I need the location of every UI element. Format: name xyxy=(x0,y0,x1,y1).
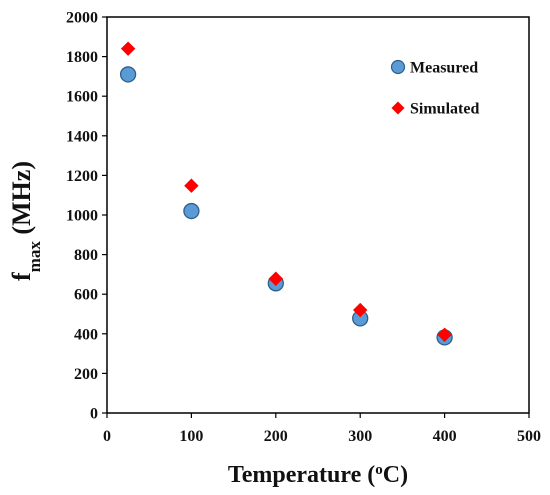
x-tick-label: 500 xyxy=(517,428,541,445)
x-axis-title: Temperature (oC) xyxy=(228,462,408,488)
y-tick-label: 1800 xyxy=(66,49,98,66)
series-group xyxy=(119,41,453,346)
y-tick-label: 1000 xyxy=(66,208,98,225)
simulated-point xyxy=(268,271,284,286)
legend-label-measured: Measured xyxy=(410,60,478,77)
simulated-point xyxy=(437,327,452,342)
x-axis-title-tail: C) xyxy=(383,462,408,488)
x-tick-label: 200 xyxy=(264,428,288,445)
y-tick-label: 1200 xyxy=(66,168,98,185)
y-tick-label: 1400 xyxy=(66,128,98,145)
y-tick-label: 200 xyxy=(74,366,98,383)
legend-label-simulated: Simulated xyxy=(410,101,479,118)
x-tick-label: 400 xyxy=(433,428,457,445)
legend: Measured Simulated xyxy=(390,59,479,118)
y-axis-title-tail: (MHz) xyxy=(7,161,36,241)
y-axis: 0 200 400 600 800 1000 1200 1400 1600 1800 2000 xyxy=(66,10,107,423)
y-axis-title: fmax (MHz) xyxy=(7,161,44,281)
y-tick-label: 400 xyxy=(74,326,98,343)
y-tick-label: 600 xyxy=(74,287,98,304)
y-tick-label: 0 xyxy=(90,406,98,423)
x-axis-title-main: Temperature ( xyxy=(228,462,375,488)
measured-point xyxy=(183,202,200,220)
measured-point xyxy=(119,66,137,83)
y-tick-label: 1600 xyxy=(66,89,98,106)
y-tick-label: 800 xyxy=(74,247,98,264)
x-tick-label: 300 xyxy=(348,428,372,445)
y-tick-label: 2000 xyxy=(66,10,98,27)
series-simulated xyxy=(120,41,452,342)
x-tick-label: 100 xyxy=(179,428,203,445)
legend-measured-marker xyxy=(390,59,406,75)
simulated-point xyxy=(120,41,136,56)
simulated-point xyxy=(184,178,199,193)
x-tick-label: 0 xyxy=(103,428,111,445)
simulated-point xyxy=(352,302,368,318)
x-axis: 0 100 200 300 400 500 xyxy=(103,413,541,445)
y-axis-title-sub: max xyxy=(25,241,44,273)
legend-simulated-marker xyxy=(391,101,405,115)
y-axis-title-main: f xyxy=(7,272,36,281)
x-axis-title-sup: o xyxy=(375,462,383,478)
